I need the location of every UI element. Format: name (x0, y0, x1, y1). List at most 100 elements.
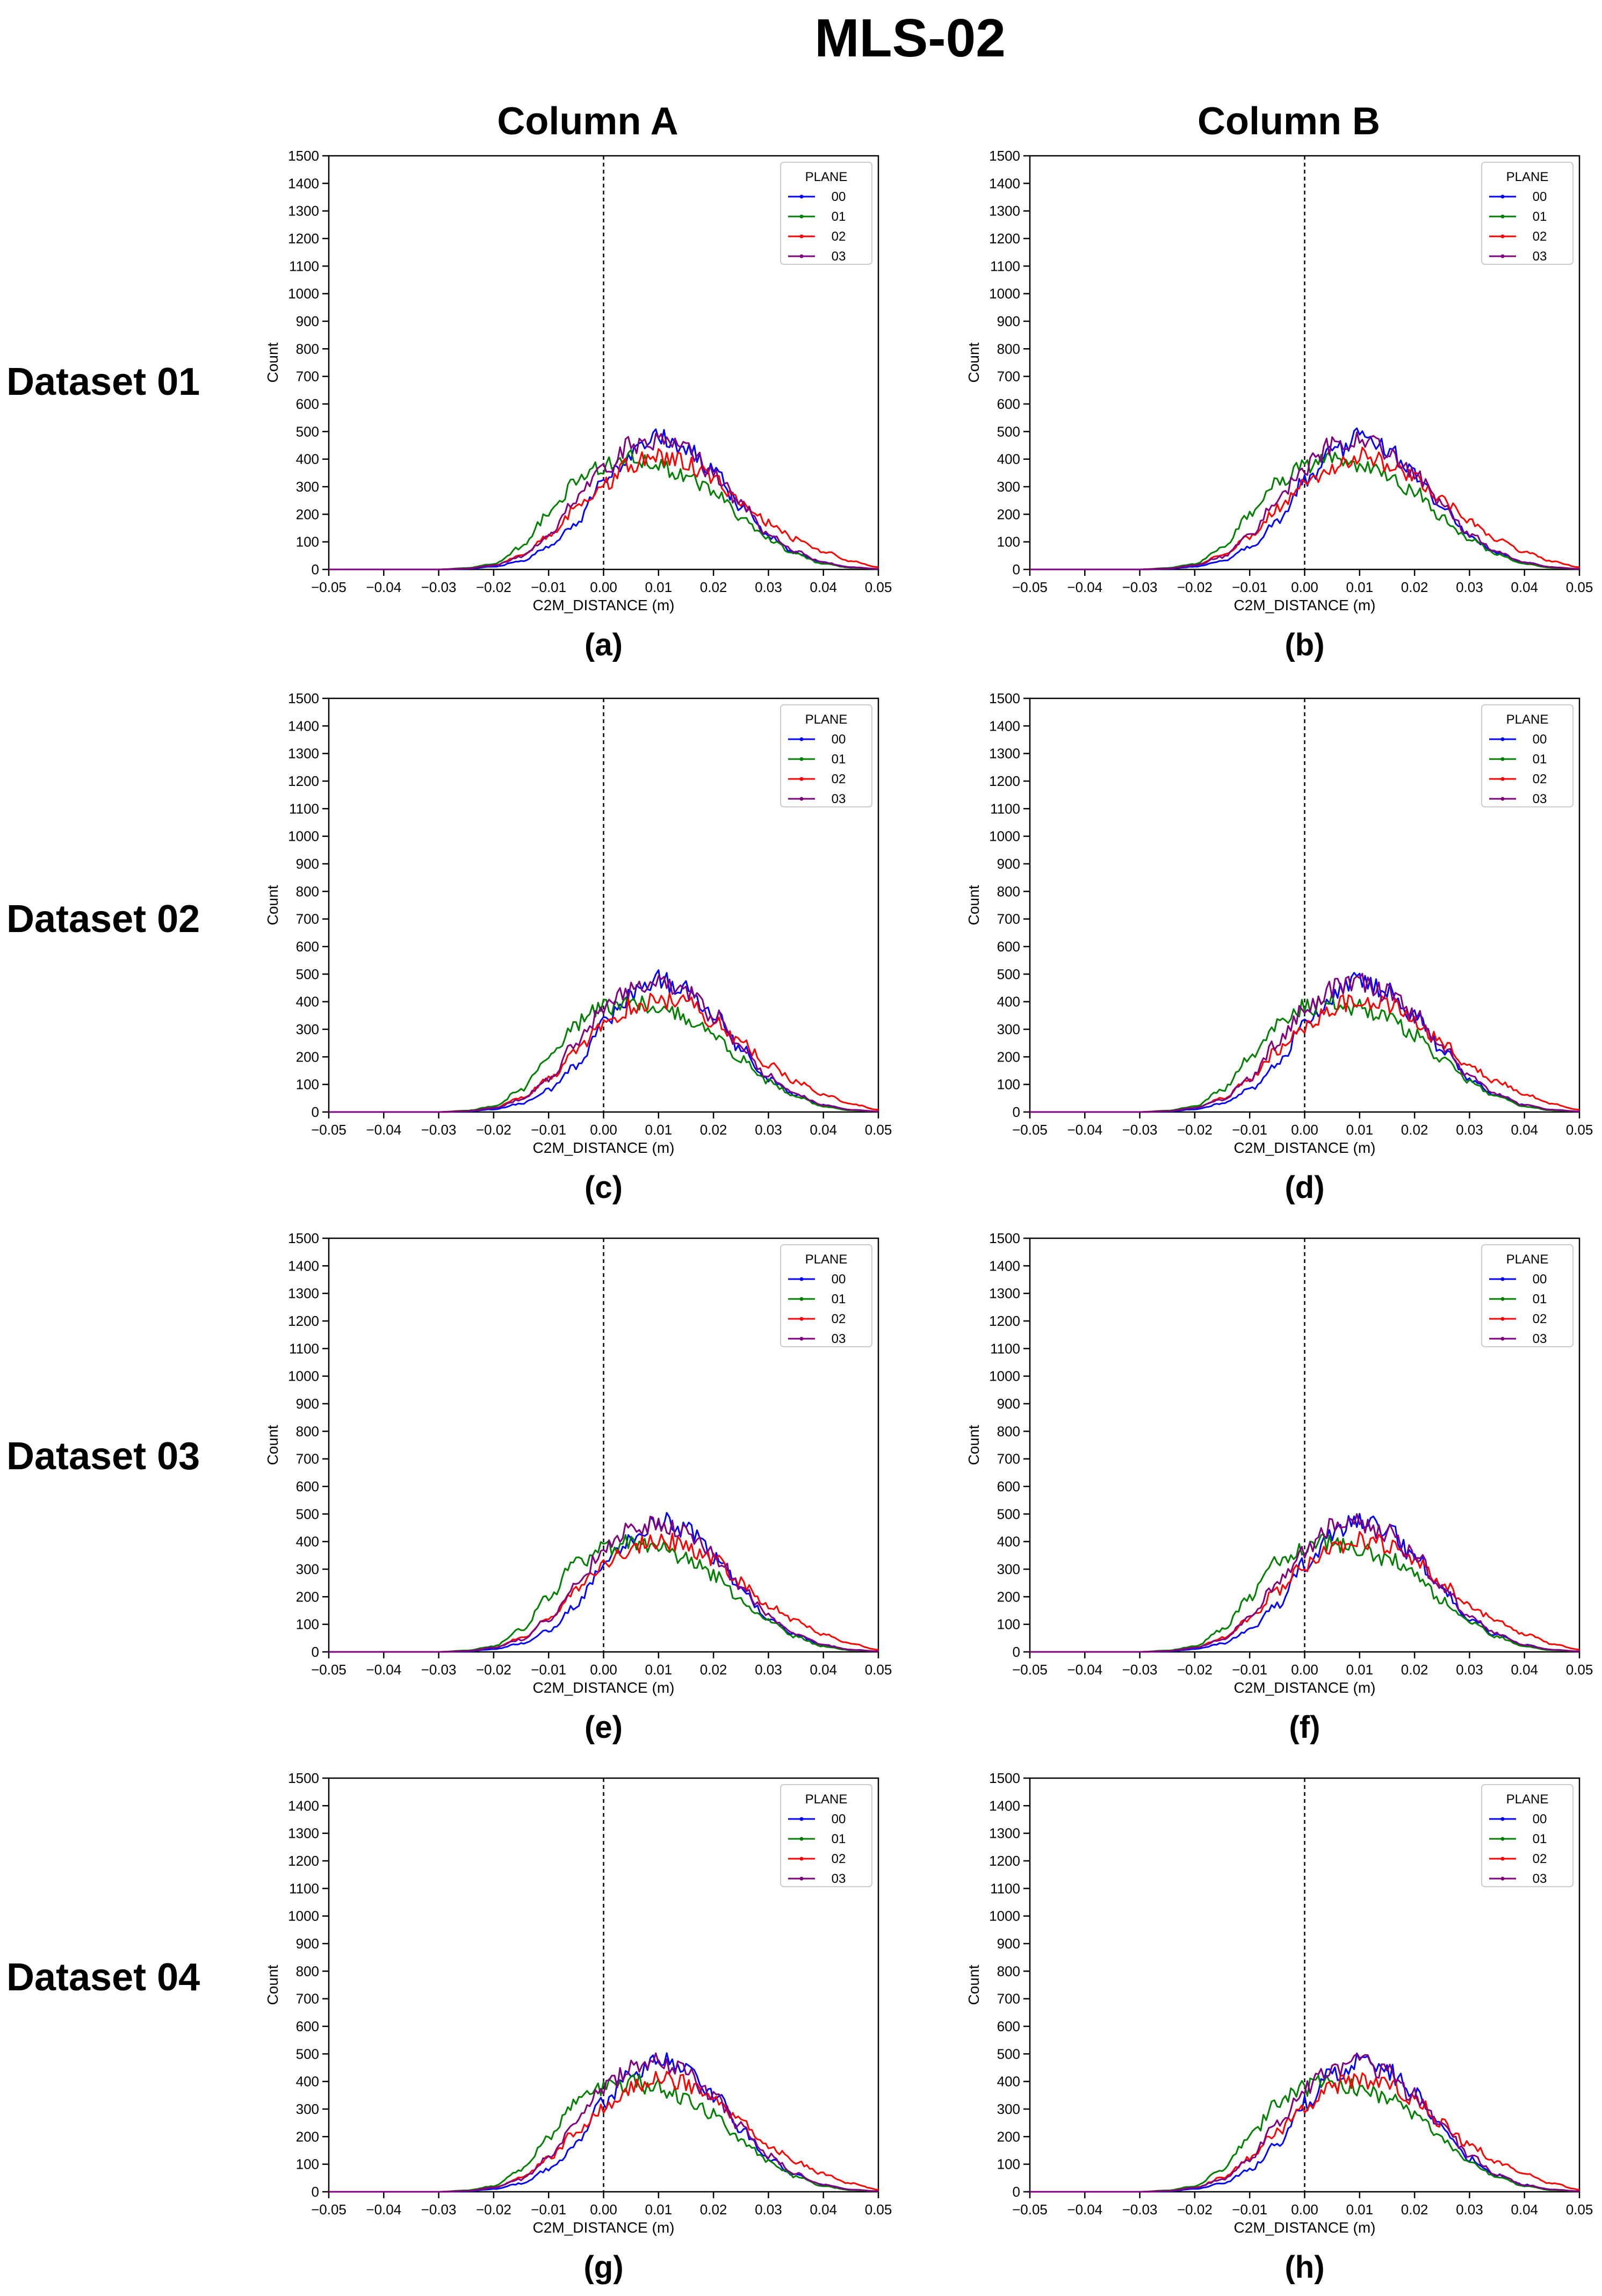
legend-marker-02 (799, 234, 804, 239)
legend-box (1481, 1784, 1574, 1887)
y-tick-label: 1400 (288, 1797, 319, 1814)
x-tick-label: 0.00 (590, 1122, 617, 1138)
legend-box (1481, 162, 1574, 265)
y-tick-label: 400 (997, 451, 1020, 467)
legend-box (780, 1244, 872, 1347)
y-tick-label: 600 (997, 1478, 1020, 1494)
x-axis-label: C2M_DISTANCE (m) (1234, 2219, 1376, 2236)
y-tick-label: 1200 (989, 773, 1020, 789)
y-tick-label: 100 (997, 1077, 1020, 1093)
y-axis-label: Count (965, 342, 982, 382)
y-tick-label: 1300 (288, 203, 319, 219)
y-tick-label: 300 (997, 1021, 1020, 1037)
x-tick-label: −0.01 (1232, 579, 1267, 595)
y-tick-label: 900 (296, 1396, 319, 1412)
legend: PLANE 00 01 02 03 (780, 1244, 872, 1347)
legend-entry-03: 03 (832, 249, 846, 264)
legend-marker-03 (799, 797, 804, 801)
x-tick-label: 0.05 (1566, 1122, 1593, 1138)
x-tick-label: 0.02 (1401, 1122, 1428, 1138)
y-tick-label: 1000 (989, 1908, 1020, 1924)
y-tick-label: 300 (997, 1561, 1020, 1577)
y-tick-label: 1400 (989, 175, 1020, 191)
y-tick-label: 1200 (989, 1853, 1020, 1869)
legend-entry-02: 02 (1533, 229, 1547, 244)
y-tick-label: 200 (296, 1589, 319, 1605)
x-tick-label: 0.01 (645, 1662, 672, 1678)
y-tick-label: 700 (296, 911, 319, 927)
y-tick-label: 300 (296, 1021, 319, 1037)
legend-marker-02 (1500, 234, 1505, 239)
chart-panel-3: 0100200300400500600700800900100011001200… (264, 690, 892, 1205)
y-tick-label: 800 (296, 1423, 319, 1439)
legend-title: PLANE (1506, 712, 1549, 727)
legend-entry-01: 01 (1533, 210, 1547, 224)
x-tick-label: 0.03 (755, 2201, 782, 2218)
x-tick-label: −0.05 (1012, 1662, 1048, 1678)
chart-panel-1: 0100200300400500600700800900100011001200… (264, 148, 892, 662)
legend-entry-00: 00 (832, 732, 846, 747)
y-tick-label: 1000 (989, 1368, 1020, 1384)
y-tick-label: 1300 (989, 1825, 1020, 1842)
legend-marker-00 (1500, 1277, 1505, 1281)
legend: PLANE 00 01 02 03 (1481, 704, 1574, 807)
y-tick-label: 900 (296, 1936, 319, 1952)
y-tick-label: 1300 (989, 1286, 1020, 1302)
x-tick-label: 0.04 (810, 2201, 837, 2218)
y-tick-label: 1200 (288, 230, 319, 247)
legend-marker-00 (799, 194, 804, 199)
x-tick-label: 0.01 (645, 579, 672, 595)
y-axis-label: Count (264, 342, 281, 382)
panel-label: (b) (1285, 627, 1324, 662)
x-tick-label: −0.04 (1067, 1662, 1102, 1678)
legend-entry-02: 02 (832, 1312, 846, 1326)
y-tick-label: 300 (296, 2101, 319, 2117)
x-axis-label: C2M_DISTANCE (m) (533, 1139, 675, 1156)
x-axis-label: C2M_DISTANCE (m) (1234, 1139, 1376, 1156)
y-tick-label: 400 (997, 2074, 1020, 2090)
y-tick-label: 200 (296, 2128, 319, 2145)
legend-entry-02: 02 (1533, 1852, 1547, 1866)
x-tick-label: −0.04 (1067, 2201, 1102, 2218)
legend-entry-00: 00 (1533, 1272, 1547, 1287)
x-tick-label: −0.02 (476, 1662, 511, 1678)
y-tick-label: 800 (296, 883, 319, 899)
y-tick-label: 500 (296, 423, 319, 439)
x-tick-label: −0.01 (531, 579, 566, 595)
legend-title: PLANE (1506, 170, 1549, 184)
y-tick-label: 1200 (288, 1313, 319, 1329)
y-tick-label: 0 (1013, 2184, 1020, 2200)
y-tick-label: 1400 (989, 1258, 1020, 1274)
legend-title: PLANE (805, 170, 848, 184)
legend-box (780, 1784, 872, 1887)
legend-entry-00: 00 (1533, 190, 1547, 204)
x-tick-label: 0.03 (1456, 1662, 1483, 1678)
legend-marker-00 (1500, 194, 1505, 199)
x-tick-label: 0.04 (810, 1662, 837, 1678)
series-line-03 (1030, 1513, 1580, 1653)
x-tick-label: −0.05 (311, 579, 347, 595)
legend-box (1481, 704, 1574, 807)
y-tick-label: 1300 (989, 203, 1020, 219)
series-line-03 (1030, 2053, 1580, 2193)
y-tick-label: 400 (296, 2074, 319, 2090)
y-tick-label: 1300 (989, 746, 1020, 762)
y-tick-label: 1100 (289, 1340, 319, 1356)
x-axis-label: C2M_DISTANCE (m) (1234, 1679, 1376, 1696)
y-tick-label: 200 (997, 1049, 1020, 1065)
x-tick-label: 0.01 (1346, 1662, 1373, 1678)
x-tick-label: 0.05 (865, 1122, 892, 1138)
series-line-03 (1030, 431, 1580, 571)
legend: PLANE 00 01 02 03 (780, 162, 872, 265)
y-tick-label: 700 (296, 1991, 319, 2007)
chart-panels: 0100200300400500600700800900100011001200… (264, 148, 1593, 2285)
legend: PLANE 00 01 02 03 (1481, 162, 1574, 265)
x-tick-label: −0.03 (1122, 1122, 1158, 1138)
y-tick-label: 900 (997, 1396, 1020, 1412)
y-tick-label: 400 (296, 1534, 319, 1550)
y-tick-label: 600 (296, 1478, 319, 1494)
x-tick-label: 0.03 (1456, 579, 1483, 595)
y-tick-label: 1400 (989, 718, 1020, 734)
x-tick-label: 0.00 (590, 1662, 617, 1678)
x-tick-label: −0.01 (1232, 2201, 1267, 2218)
